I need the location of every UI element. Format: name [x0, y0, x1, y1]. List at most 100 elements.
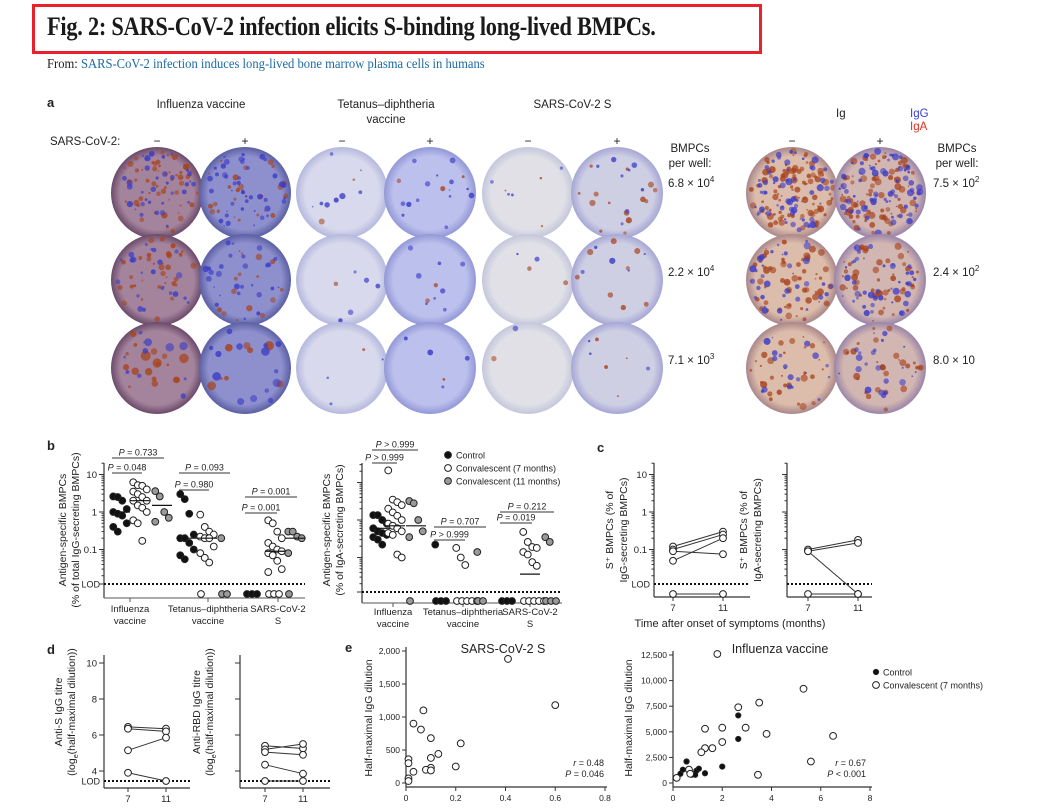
igg-spot — [259, 153, 266, 160]
igg-spot — [464, 355, 470, 361]
igg-spot — [236, 343, 243, 350]
count-mantissa: 2.2 × 10 — [668, 267, 710, 279]
x-category-label: vaccine — [447, 619, 479, 630]
x-tick-label: 0 — [404, 793, 409, 803]
iga-spot — [563, 280, 569, 286]
igg-spot — [141, 190, 144, 194]
iga-spot — [179, 353, 189, 364]
data-point — [456, 739, 465, 748]
igg-spot — [845, 199, 849, 203]
iga-spot — [207, 203, 214, 209]
igg-spot — [137, 306, 144, 312]
igg-spot — [852, 299, 856, 303]
data-point — [679, 766, 686, 773]
x-tick-label: 2 — [720, 793, 725, 803]
x-category-label: Influenza — [111, 604, 150, 615]
data-point — [155, 492, 164, 501]
igg-spot — [855, 365, 862, 373]
iga-spot — [879, 364, 886, 371]
plus-sign: + — [613, 134, 620, 148]
value-text: = 0.48 — [576, 758, 604, 768]
igg-spot — [772, 355, 778, 362]
italic-symbol: P — [108, 463, 114, 473]
igg-spot — [442, 307, 447, 312]
igg-spot — [867, 291, 875, 299]
igg-spot — [878, 389, 885, 396]
igg-spot — [821, 282, 826, 286]
igg-spot — [756, 255, 764, 263]
iga-spot — [843, 269, 849, 274]
igg-spot — [559, 166, 563, 170]
data-point — [718, 738, 727, 746]
igg-spot — [851, 279, 857, 285]
igg-spot — [237, 176, 241, 180]
igg-spot — [244, 199, 249, 203]
igg-spot — [359, 169, 362, 172]
iga-spot — [177, 215, 184, 222]
igg-spot — [240, 284, 245, 289]
iga-spot — [160, 150, 165, 155]
bmpc-count: 8.0 × 10 — [933, 355, 975, 367]
iga-spot — [175, 173, 178, 177]
iga-spot — [783, 351, 786, 355]
iga-spot — [256, 213, 260, 217]
igg-spot — [882, 264, 886, 268]
igg-spot — [319, 201, 324, 206]
igg-spot — [776, 308, 783, 314]
elispot-well — [296, 234, 388, 326]
data-point — [456, 553, 465, 562]
iga-spot — [139, 217, 145, 222]
iga-spot — [233, 216, 236, 218]
source-article-link[interactable]: SARS-CoV-2 infection induces long-lived … — [80, 57, 485, 72]
iga-spot — [839, 284, 847, 291]
igg-spot — [907, 170, 911, 174]
igg-spot — [871, 169, 879, 177]
iga-spot — [243, 342, 251, 350]
igg-spot — [890, 287, 893, 290]
igg-spot — [186, 301, 190, 304]
igg-spot — [856, 249, 862, 254]
x-category-label: Tetanus–diphtheria — [423, 607, 504, 618]
iga-spot — [862, 247, 869, 254]
igg-spot — [892, 287, 900, 295]
igg-spot — [872, 295, 878, 301]
data-point — [162, 777, 170, 785]
data-point — [261, 760, 269, 769]
igg-spot — [787, 263, 793, 269]
igg-spot — [175, 272, 183, 279]
data-point — [261, 748, 269, 756]
iga-spot — [152, 262, 155, 265]
figure-title-box: Fig. 2: SARS-CoV-2 infection elicits S-b… — [32, 4, 762, 54]
igg-spot — [207, 266, 212, 271]
iga-spot — [806, 173, 812, 179]
igg-spot — [155, 176, 159, 180]
iga-spot — [221, 311, 227, 317]
igg-spot — [799, 217, 802, 220]
data-point — [473, 548, 482, 556]
igg-spot — [757, 210, 761, 215]
iga-spot — [587, 249, 594, 256]
italic-symbol: P — [175, 480, 181, 490]
igg-spot — [887, 158, 891, 162]
igg-spot — [880, 338, 884, 342]
igg-spot — [905, 271, 910, 275]
iga-spot — [802, 336, 805, 338]
iga-spot — [749, 187, 754, 192]
y-tick-label: 7,500 — [646, 701, 668, 711]
data-point — [669, 556, 677, 565]
iga-spot — [852, 220, 856, 224]
legend-label: Convalescent (11 months) — [456, 477, 560, 487]
iga-spot — [440, 186, 446, 192]
iga-spot — [607, 201, 611, 205]
p-value-label: P = 0.733 — [119, 448, 158, 458]
iga-spot — [873, 337, 879, 343]
iga-spot — [232, 174, 239, 181]
igg-spot — [277, 286, 280, 289]
igg-spot — [776, 243, 780, 247]
igg-spot — [868, 244, 874, 250]
sars-cov2-row-label: SARS-CoV-2: — [50, 136, 120, 148]
iga-spot — [148, 237, 155, 244]
p-value-label: P > 0.999 — [365, 453, 404, 463]
igg-spot — [760, 294, 765, 300]
iga-spot — [231, 288, 237, 295]
